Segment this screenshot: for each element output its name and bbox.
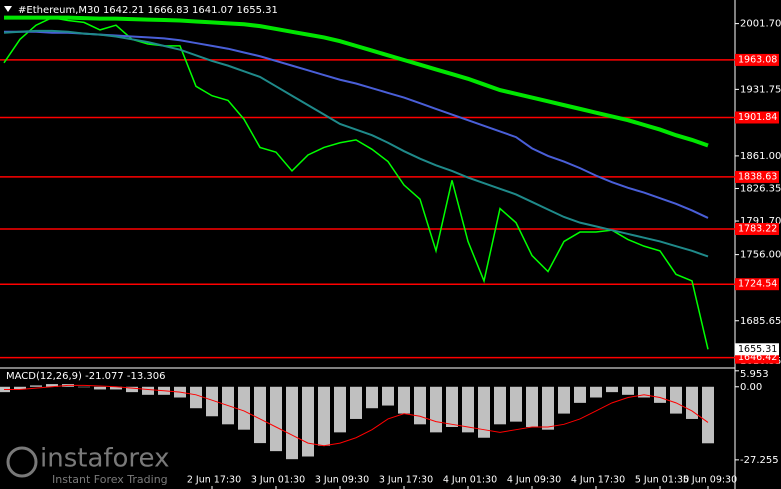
level-label-box bbox=[735, 223, 779, 236]
macd-bar bbox=[318, 386, 330, 446]
watermark-tagline: Instant Forex Trading bbox=[52, 473, 168, 486]
x-tick-label: 4 Jun 01:30 bbox=[443, 475, 497, 486]
macd-bar bbox=[334, 386, 346, 433]
macd-panel bbox=[0, 384, 714, 460]
series-line bbox=[3, 29, 709, 258]
level-label: 1901.84 bbox=[738, 112, 777, 123]
x-tick-label: 5 Jun 09:30 bbox=[683, 475, 737, 486]
y-tick-label: 0.00 bbox=[740, 382, 762, 393]
macd-bar bbox=[430, 386, 442, 433]
macd-bar bbox=[510, 386, 522, 422]
macd-bar bbox=[670, 386, 682, 414]
macd-bar bbox=[638, 386, 650, 398]
macd-title: MACD(12,26,9) -21.077 -13.306 bbox=[6, 371, 166, 382]
y-tick-label: 2001.70 bbox=[740, 19, 781, 30]
macd-bar bbox=[14, 386, 26, 390]
level-label: 1783.22 bbox=[738, 224, 777, 235]
level-label: 1646.42 bbox=[738, 352, 777, 363]
macd-bar bbox=[398, 386, 410, 414]
x-tick-label: 3 Jun 09:30 bbox=[315, 475, 369, 486]
x-tick-label: 2 Jun 17:30 bbox=[187, 475, 241, 486]
macd-bar bbox=[142, 386, 154, 395]
macd-bar bbox=[462, 386, 474, 433]
macd-bar bbox=[302, 386, 314, 457]
axes: 2001.70 1931.75 1861.00 1826.35 1791.70 1756.… bbox=[187, 19, 781, 489]
watermark: instaforex Instant Forex Trading bbox=[6, 444, 169, 486]
macd-bar bbox=[286, 386, 298, 460]
macd-bar bbox=[270, 386, 282, 452]
macd-bar bbox=[110, 386, 122, 390]
macd-bar bbox=[46, 384, 58, 387]
macd-bar bbox=[190, 386, 202, 409]
macd-bar bbox=[654, 386, 666, 403]
level-label: 1963.08 bbox=[738, 54, 777, 65]
level-label-box bbox=[735, 278, 779, 291]
macd-bar bbox=[494, 386, 506, 425]
y-tick-label: 1685.65 bbox=[740, 316, 781, 327]
level-label-box bbox=[735, 170, 779, 183]
watermark-brand: instaforex bbox=[40, 444, 169, 474]
macd-bar bbox=[126, 386, 138, 393]
macd-bar bbox=[478, 386, 490, 438]
macd-bar bbox=[622, 386, 634, 395]
x-tick-label: 5 Jun 01:30 bbox=[635, 475, 689, 486]
macd-bar bbox=[350, 386, 362, 419]
y-tick-label: 1861.00 bbox=[740, 151, 781, 162]
macd-bar bbox=[206, 386, 218, 417]
x-tick-label: 4 Jun 17:30 bbox=[571, 475, 625, 486]
macd-bar bbox=[686, 386, 698, 419]
macd-bar bbox=[590, 386, 602, 398]
y-tick-label: 1826.35 bbox=[740, 183, 781, 194]
macd-bar bbox=[382, 386, 394, 406]
y-tick-label: 5.953 bbox=[740, 369, 769, 380]
y-tick-label: -27.255 bbox=[740, 455, 779, 466]
macd-bar bbox=[78, 386, 90, 388]
macd-bar bbox=[238, 386, 250, 430]
price-label-box bbox=[735, 343, 779, 356]
x-tick-label: 3 Jun 17:30 bbox=[379, 475, 433, 486]
macd-bar bbox=[542, 386, 554, 430]
watermark-logo bbox=[6, 446, 38, 478]
x-tick-label: 4 Jun 09:30 bbox=[507, 475, 561, 486]
series-line bbox=[4, 15, 709, 148]
y-tick-label: 1791.70 bbox=[740, 216, 781, 227]
macd-bar bbox=[446, 386, 458, 427]
y-tick-label: 1931.75 bbox=[740, 84, 781, 95]
series-line bbox=[4, 30, 709, 219]
y-tick-label: 1756.00 bbox=[740, 250, 781, 261]
level-label-box bbox=[735, 53, 779, 66]
macd-bar bbox=[702, 386, 714, 444]
level-label-box bbox=[735, 111, 779, 124]
macd-bar bbox=[574, 386, 586, 403]
title-arrow bbox=[4, 6, 12, 12]
macd-bar bbox=[254, 386, 266, 444]
chart-title: #Ethereum,M30 1642.21 1666.83 1641.07 16… bbox=[18, 5, 278, 16]
macd-bar bbox=[558, 386, 570, 414]
x-tick-label: 3 Jun 01:30 bbox=[251, 475, 305, 486]
main-panel bbox=[0, 15, 735, 359]
macd-bar bbox=[526, 386, 538, 427]
macd-bar bbox=[606, 386, 618, 393]
macd-bar bbox=[414, 386, 426, 425]
macd-bar bbox=[366, 386, 378, 409]
price-label: 1655.31 bbox=[738, 344, 777, 355]
macd-bar bbox=[30, 385, 42, 387]
level-label: 1838.63 bbox=[738, 171, 777, 182]
level-label: 1724.54 bbox=[738, 279, 777, 290]
series-line bbox=[3, 16, 709, 350]
macd-bar bbox=[94, 386, 106, 390]
series-line bbox=[4, 384, 709, 447]
